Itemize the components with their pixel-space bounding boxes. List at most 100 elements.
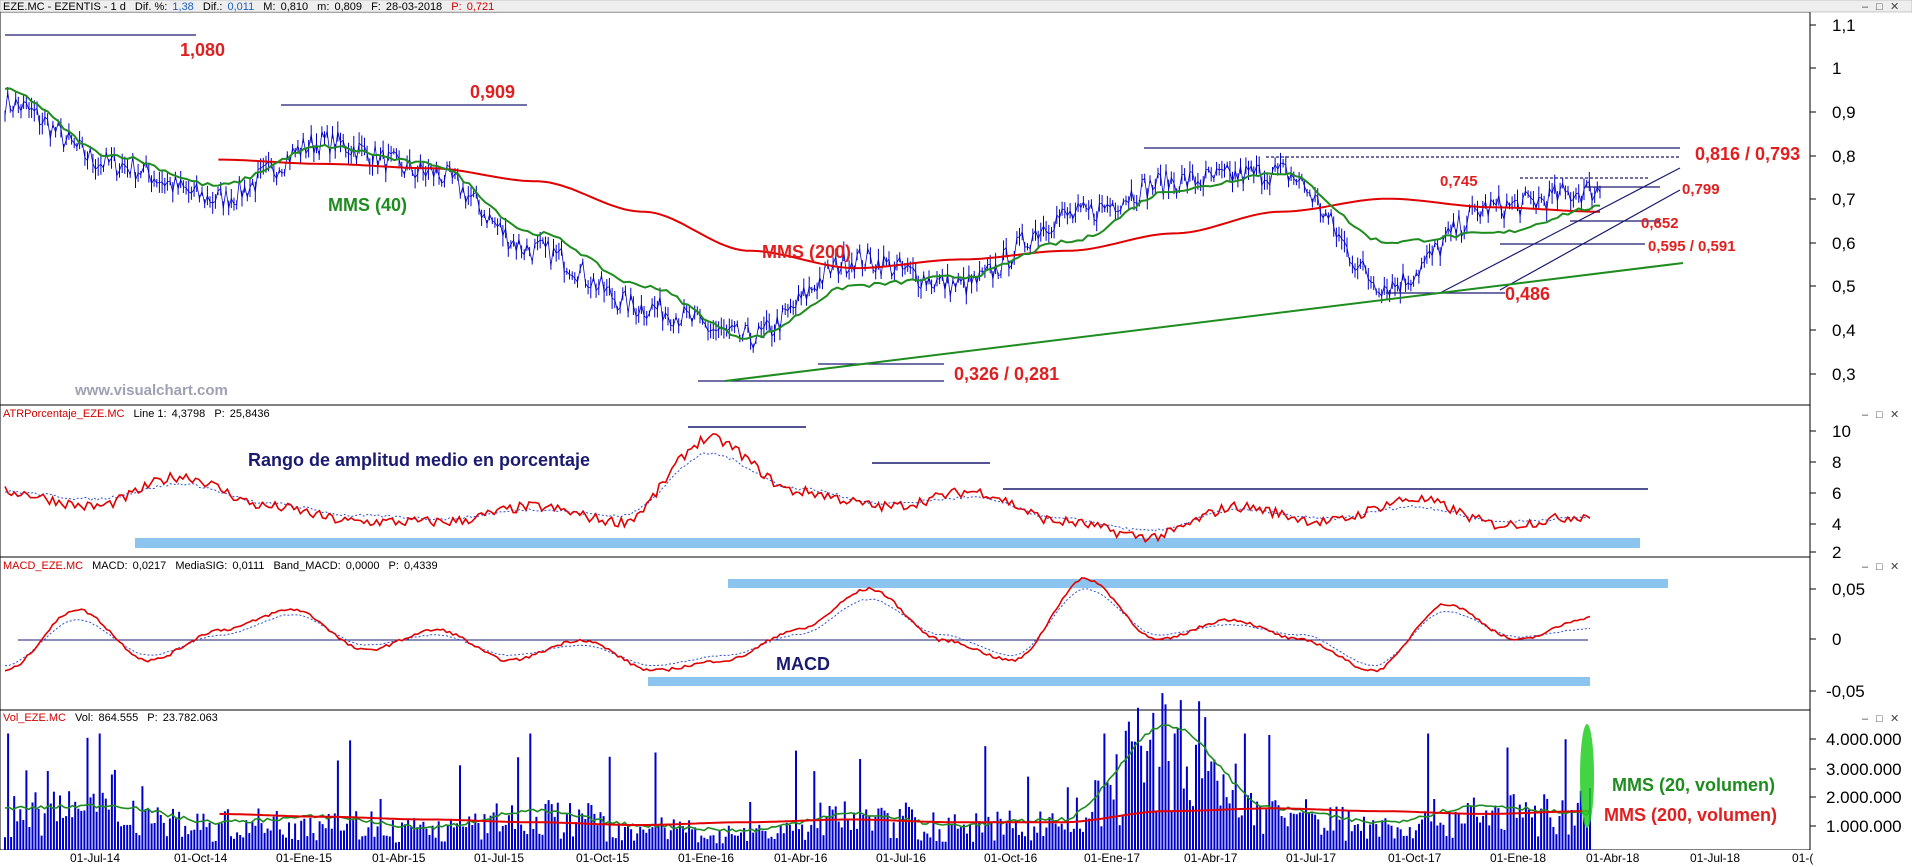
price-maximize-icon[interactable]: □ (1876, 1, 1883, 13)
macd-header-macd-label: MACD: (92, 560, 127, 572)
macd-maximize-icon[interactable]: □ (1876, 561, 1883, 573)
vol-maximize-icon[interactable]: □ (1876, 713, 1883, 725)
macd-header-sig-value: 0,0111 (232, 560, 264, 572)
price-y-tick: 0,8 (1832, 147, 1856, 166)
x-tick-label: 01-Abr-17 (1184, 851, 1238, 865)
price-header-diff-value: 0,011 (228, 1, 255, 13)
vol-mms20-line (4, 724, 1591, 833)
price-header-max-label: M: (263, 1, 275, 13)
x-tick-label: 01-Jul-16 (876, 851, 926, 865)
vol-close-icon[interactable]: ✕ (1890, 713, 1899, 725)
macd-y-ticks: 0,05 0 -0,05 (1826, 580, 1865, 701)
price-close-icon[interactable]: ✕ (1890, 1, 1899, 13)
volume-highlight-ellipse (1580, 724, 1594, 828)
x-tick-label: 01-Ene-18 (1490, 851, 1546, 865)
price-y-tick: 1 (1832, 59, 1841, 78)
macd-title: MACD (776, 654, 830, 674)
annot-mms200: MMS (200) (762, 242, 851, 262)
price-y-tick: 0,5 (1832, 277, 1856, 296)
price-header-min-label: m: (317, 1, 329, 13)
x-tick-label: 01-Ene-15 (276, 851, 332, 865)
atr-header-p-label: P: (214, 408, 224, 420)
price-header-symbol: EZE.MC - EZENTIS - 1 d (3, 1, 126, 13)
price-header-p-value: 0,721 (467, 1, 495, 13)
annot-0326-0281: 0,326 / 0,281 (954, 364, 1059, 384)
atr-y-tick: 10 (1832, 422, 1851, 441)
x-tick-label: 01-Abr-16 (774, 851, 828, 865)
price-y-tick: 0,6 (1832, 234, 1856, 253)
macd-y-tick: -0,05 (1826, 682, 1865, 701)
price-header-diff-label: Dif.: (203, 1, 223, 13)
x-tick-label: 01-Jul-15 (474, 851, 524, 865)
macd-header: MACD_EZE.MC MACD: 0,0217 MediaSIG: 0,011… (3, 560, 438, 572)
atr-reference-lines (688, 426, 1648, 490)
atr-title: Rango de amplitud medio en porcentaje (248, 450, 590, 470)
vol-header-name: Vol_EZE.MC (3, 712, 66, 724)
x-tick-label: 01-Jul-18 (1690, 851, 1740, 865)
vol-minimize-icon[interactable]: – (1862, 713, 1869, 725)
y-axis-tick-marks (1810, 24, 1816, 827)
atr-maximize-icon[interactable]: □ (1876, 409, 1883, 421)
macd-lower-band (648, 677, 1590, 686)
price-y-tick: 0,7 (1832, 190, 1856, 209)
panel-corner-icons: – □ ✕ – □ ✕ – □ ✕ – □ ✕ (1862, 1, 1899, 725)
x-tick-label: 01-Abr-15 (372, 851, 426, 865)
atr-y-tick: 6 (1832, 484, 1841, 503)
x-tick-label: 01-Oct-15 (576, 851, 630, 865)
atr-y-tick: 4 (1832, 515, 1841, 534)
atr-minimize-icon[interactable]: – (1862, 409, 1869, 421)
macd-header-band-value: 0,0000 (346, 560, 380, 572)
macd-upper-band (728, 579, 1668, 588)
atr-header-p-value: 25,8436 (230, 408, 270, 420)
macd-header-p-label: P: (389, 560, 399, 572)
macd-minimize-icon[interactable]: – (1862, 561, 1869, 573)
long-term-support-trendline (724, 262, 1684, 382)
atr-y-tick: 8 (1832, 453, 1841, 472)
x-tick-label: 01-( (1792, 851, 1813, 865)
annot-0909: 0,909 (470, 82, 515, 102)
price-y-tick: 1,1 (1832, 16, 1856, 35)
vol-mms200-line (219, 807, 1591, 826)
x-axis: 01-Jul-14 01-Oct-14 01-Ene-15 01-Abr-15 … (70, 851, 1813, 865)
macd-header-p-value: 0,4339 (404, 560, 438, 572)
price-header-diff-pct-label: Dif. %: (135, 1, 167, 13)
vol-y-tick: 3.000.000 (1826, 760, 1902, 779)
atr-y-tick: 2 (1832, 543, 1841, 562)
atr-band (135, 538, 1640, 548)
vol-y-tick: 1.000.000 (1826, 817, 1902, 836)
price-series-line (4, 92, 1601, 350)
series-lines-layer (4, 87, 1601, 833)
annot-1080: 1,080 (180, 40, 225, 60)
macd-line (4, 577, 1591, 673)
atr-panel[interactable] (0, 404, 1811, 558)
price-header-date-value: 28-03-2018 (386, 1, 442, 13)
support-trendline-upper (1499, 189, 1681, 291)
macd-close-icon[interactable]: ✕ (1890, 561, 1899, 573)
price-header: EZE.MC - EZENTIS - 1 d Dif. %: 1,38 Dif.… (3, 1, 494, 13)
support-trendline-mid (1439, 167, 1681, 294)
vol-header: Vol_EZE.MC Vol: 864.555 P: 23.782.063 (3, 712, 218, 724)
annot-0816-0793: 0,816 / 0,793 (1695, 144, 1800, 164)
macd-signal-line (4, 588, 1591, 667)
vol-y-tick: 4.000.000 (1826, 730, 1902, 749)
macd-y-tick: 0 (1832, 630, 1841, 649)
watermark: www.visualchart.com (74, 382, 228, 399)
atr-line (4, 432, 1591, 544)
price-y-tick: 0,4 (1832, 321, 1856, 340)
atr-close-icon[interactable]: ✕ (1890, 409, 1899, 421)
x-tick-label: 01-Ene-17 (1084, 851, 1140, 865)
price-y-tick: 0,3 (1832, 365, 1856, 384)
vol-label-mms200: MMS (200, volumen) (1604, 805, 1777, 825)
vol-y-tick: 2.000.000 (1826, 788, 1902, 807)
vol-header-vol-value: 864.555 (98, 712, 138, 724)
x-tick-label: 01-Jul-14 (70, 851, 120, 865)
price-y-tick: 0,9 (1832, 103, 1856, 122)
vol-label-mms20: MMS (20, volumen) (1612, 775, 1775, 795)
x-tick-label: 01-Oct-16 (984, 851, 1038, 865)
band-layer (135, 538, 1668, 686)
price-minimize-icon[interactable]: – (1862, 1, 1869, 13)
x-tick-label: 01-Oct-14 (174, 851, 228, 865)
annot-0652: 0,652 (1641, 215, 1679, 232)
